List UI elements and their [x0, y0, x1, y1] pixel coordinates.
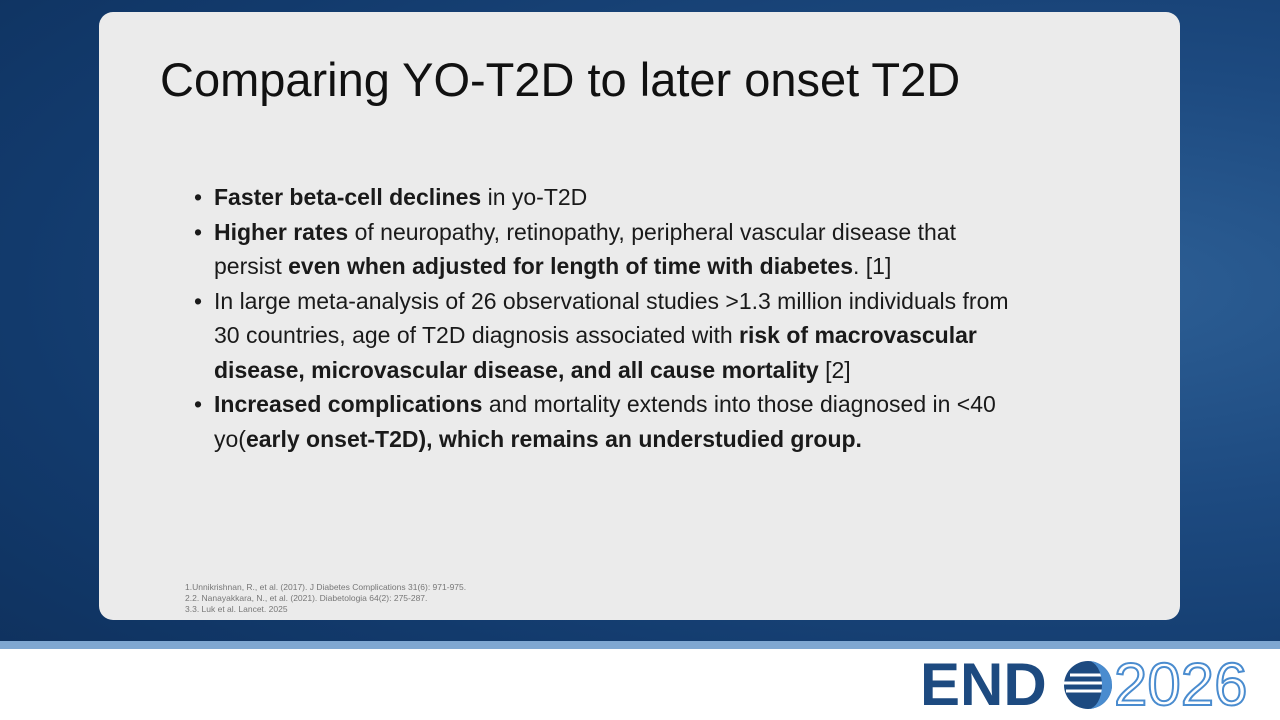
bullet-item: Faster beta-cell declines in yo-T2D: [194, 180, 1024, 215]
bold-text: even when adjusted for length of time wi…: [288, 253, 853, 279]
text-run: . [1]: [853, 253, 892, 279]
text-run: In large meta-analysis of 26 observation…: [214, 287, 1009, 349]
slide-title: Comparing YO-T2D to later onset T2D: [160, 53, 961, 106]
references: 1.Unnikrishnan, R., et al. (2017). J Dia…: [185, 582, 466, 615]
footer-stripe: [0, 641, 1280, 649]
reference: 3.3. Luk et al. Lancet. 2025: [185, 604, 288, 614]
bold-text: Higher rates: [214, 218, 349, 245]
bullet-item: Higher rates of neuropathy, retinopathy,…: [194, 215, 1024, 284]
endo-logo: END 2026: [920, 655, 1248, 715]
bold-text: Increased complications: [214, 391, 483, 417]
content-card: Comparing YO-T2D to later onset T2D Fast…: [99, 12, 1180, 620]
logo-prefix: END: [920, 655, 1047, 715]
text-run: [2]: [818, 356, 851, 383]
text-run: and mortality extends into those diagnos…: [214, 391, 996, 452]
text-run: in yo-T2D: [481, 184, 588, 210]
bullet-list: Faster beta-cell declines in yo-T2DHighe…: [194, 180, 1024, 456]
bullet-item: In large meta-analysis of 26 observation…: [194, 284, 1024, 388]
reference: 2.2. Nanayakkara, N., et al. (2021). Dia…: [185, 593, 428, 603]
logo-globe: [1064, 661, 1112, 709]
bullet-item: Increased complications and mortality ex…: [194, 387, 1024, 456]
reference: 1.Unnikrishnan, R., et al. (2017). J Dia…: [185, 582, 467, 592]
text-run: of neuropathy, retinopathy, peripheral v…: [214, 218, 956, 280]
logo-year: 2026: [1114, 655, 1247, 715]
bold-text: early onset-T2D), which remains an under…: [245, 425, 862, 452]
bold-text: risk of macrovascular disease, microvasc…: [214, 322, 977, 383]
bold-text: Faster beta-cell declines: [214, 184, 482, 210]
